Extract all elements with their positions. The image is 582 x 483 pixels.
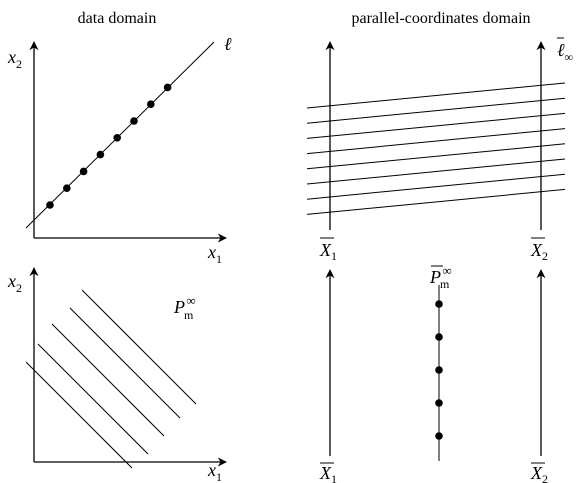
dual-point xyxy=(435,432,443,440)
dual-point xyxy=(435,366,443,374)
P-m-infinity-label: Pm∞ xyxy=(173,293,196,322)
top-left-panel: x2 x1 ℓ xyxy=(7,34,232,266)
P-bar-m-infinity-label: Pm∞ xyxy=(429,263,452,291)
parallel-coordinates-domain-title: parallel-coordinates domain xyxy=(351,10,530,27)
dual-points xyxy=(435,300,443,440)
dual-line xyxy=(306,128,566,155)
parallel-lines xyxy=(25,289,197,469)
bottom-left-x-axis-label: x1 xyxy=(207,460,222,483)
parallel-line xyxy=(69,307,181,419)
line-ell xyxy=(25,41,215,229)
line-point xyxy=(113,134,121,142)
top-right-panel: X1 X2 ℓ∞ xyxy=(306,37,573,263)
line-ell-label: ℓ xyxy=(224,34,232,54)
top-left-y-axis-label: x2 xyxy=(7,47,22,71)
parallel-line xyxy=(51,323,165,437)
bottom-X1-label: X1 xyxy=(319,463,337,483)
bottom-X2-label: X2 xyxy=(530,463,548,483)
line-point xyxy=(46,201,54,209)
data-domain-title: data domain xyxy=(78,10,157,27)
dual-lines xyxy=(306,82,566,215)
parallel-line xyxy=(25,361,133,469)
line-point xyxy=(79,167,88,176)
line-point xyxy=(163,83,172,92)
dual-line xyxy=(306,158,566,185)
line-points xyxy=(46,83,172,209)
top-left-x-axis-label: x1 xyxy=(207,242,222,266)
top-X2-label: X2 xyxy=(530,240,548,263)
dual-line xyxy=(306,112,566,139)
dual-line xyxy=(306,188,566,215)
line-point xyxy=(63,184,71,192)
bottom-left-panel: x2 x1 Pm∞ xyxy=(7,267,227,483)
bottom-left-y-axis-label: x2 xyxy=(7,271,22,295)
line-point xyxy=(130,117,138,125)
bottom-right-panel: Pm∞ X1 X2 xyxy=(319,263,548,483)
dual-line xyxy=(306,173,566,200)
line-point xyxy=(96,150,105,159)
dual-point xyxy=(435,399,443,407)
ell-bar-infinity-label: ℓ∞ xyxy=(557,40,573,64)
dual-line xyxy=(306,82,566,109)
dual-line xyxy=(306,143,566,170)
parallel-line xyxy=(81,289,197,405)
dual-point xyxy=(435,300,443,308)
parallel-line xyxy=(37,343,149,455)
line-point xyxy=(147,100,155,108)
dual-point xyxy=(435,333,443,341)
dual-line xyxy=(306,97,566,124)
top-X1-label: X1 xyxy=(319,240,337,263)
